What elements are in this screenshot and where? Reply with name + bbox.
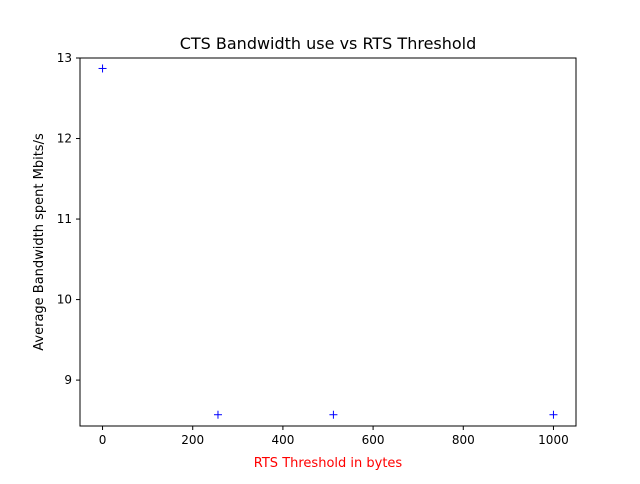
x-tick-label: 1000 — [538, 433, 569, 447]
axes-frame — [79, 57, 577, 427]
x-tick-label: 800 — [452, 433, 475, 447]
y-tick-label: 11 — [57, 212, 72, 226]
y-axis-label: Average Bandwidth spent Mbits/s — [32, 133, 47, 351]
plot-area: 0 200 400 600 800 1000 9 10 11 12 13 — [57, 51, 577, 447]
x-tick-label: 200 — [181, 433, 204, 447]
y-tick-label: 10 — [57, 293, 72, 307]
data-point — [213, 410, 222, 419]
x-axis-label: RTS Threshold in bytes — [254, 456, 403, 471]
x-tick-label: 0 — [99, 433, 107, 447]
y-tick-label: 12 — [57, 132, 72, 146]
chart-title: CTS Bandwidth use vs RTS Threshold — [180, 34, 477, 53]
x-tick-label: 400 — [271, 433, 294, 447]
data-point — [98, 64, 107, 73]
x-tick-label: 600 — [362, 433, 385, 447]
data-point — [329, 410, 338, 419]
y-tick-label: 13 — [57, 51, 72, 65]
y-tick-label: 9 — [64, 373, 72, 387]
data-point — [549, 410, 558, 419]
